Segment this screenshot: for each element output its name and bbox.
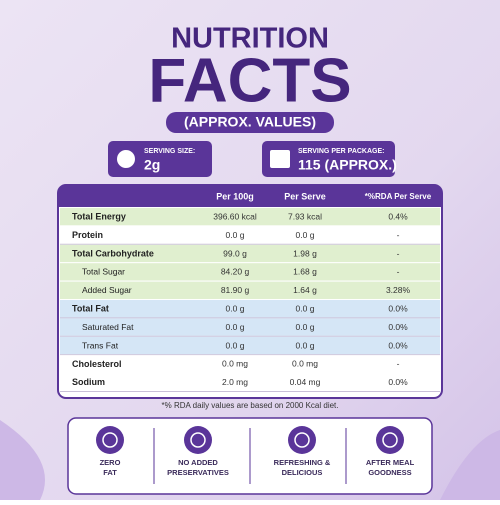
row-label: Protein — [72, 230, 103, 240]
cell: 0.0% — [388, 340, 408, 350]
cell: - — [397, 267, 400, 277]
badge-glyph — [294, 432, 310, 448]
row-label: Sodium — [72, 377, 105, 387]
table: Per 100g Per Serve *%RDA Per Serve Total En… — [60, 191, 440, 392]
table-header — [58, 185, 442, 207]
decor — [0, 420, 45, 500]
column-header: Per Serve — [284, 191, 326, 201]
badge-text: DELICIOUS — [282, 468, 323, 477]
cell: 1.64 g — [293, 285, 317, 295]
cell: 2.0 mg — [222, 377, 248, 387]
serving-value: 2g — [144, 157, 160, 173]
row-bg — [60, 318, 440, 336]
row-sublabel: Total Sugar — [82, 267, 125, 277]
cell: 0.0 g — [296, 303, 315, 313]
cell: 0.0% — [388, 377, 408, 387]
cell: 0.0 mg — [292, 359, 318, 369]
column-header: *%RDA Per Serve — [365, 192, 432, 201]
row-bg — [60, 226, 440, 244]
cell: 84.20 g — [221, 267, 250, 277]
badge-icon — [376, 426, 404, 454]
cell: 0.0 g — [226, 303, 245, 313]
cell: 0.0 g — [226, 322, 245, 332]
cell: 1.98 g — [293, 248, 317, 258]
footnote: *% RDA daily values are based on 2000 Kc… — [162, 401, 339, 410]
badge-text: NO ADDED — [178, 458, 218, 467]
row-bg — [60, 336, 440, 355]
serving-box — [108, 141, 212, 177]
title: NUTRITION — [171, 23, 329, 55]
row-label: Total Carbohydrate — [72, 248, 154, 258]
cell: 0.0% — [388, 322, 408, 332]
decor — [440, 430, 500, 500]
row-label: Total Energy — [72, 212, 126, 222]
row-bg — [60, 300, 440, 318]
cell: 7.93 kcal — [288, 211, 322, 221]
row-sublabel: Saturated Fat — [82, 322, 134, 332]
serving-box — [262, 141, 395, 177]
cell: 0.0% — [388, 303, 408, 313]
badge-icon — [184, 426, 212, 454]
cell: 3.28% — [386, 285, 411, 295]
cell: 0.0 g — [296, 322, 315, 332]
cell: - — [397, 230, 400, 240]
badge-text: AFTER MEAL — [366, 458, 415, 467]
headline: FACTS — [148, 46, 351, 115]
serving-label: SERVING PER PACKAGE: — [298, 148, 384, 155]
row-bg — [60, 355, 440, 373]
serving-value: 115 (APPROX.) — [298, 157, 397, 173]
badge-text: GOODNESS — [368, 468, 411, 477]
row-label: Total Fat — [72, 304, 109, 314]
icon — [270, 150, 290, 168]
subtitle: (APPROX. VALUES) — [184, 114, 316, 130]
cell: 99.0 g — [223, 248, 247, 258]
subtitle-pill — [166, 112, 334, 133]
row-label: Cholesterol — [72, 359, 122, 369]
cell: 81.90 g — [221, 285, 250, 295]
badge-text: REFRESHING & — [274, 458, 331, 467]
icon — [117, 150, 135, 168]
cell: - — [397, 248, 400, 258]
row-bg — [60, 263, 440, 281]
row-bg — [60, 208, 440, 226]
row-bg — [60, 373, 440, 391]
badge-text: PRESERVATIVES — [167, 468, 229, 477]
badge-glyph — [382, 432, 398, 448]
cell: 0.0 g — [296, 230, 315, 240]
badge-glyph — [102, 432, 118, 448]
badge-text: ZERO — [100, 458, 121, 467]
serving-label: SERVING SIZE: — [144, 148, 195, 155]
badge-icon — [288, 426, 316, 454]
cell: - — [397, 359, 400, 369]
cell: 0.0 g — [226, 230, 245, 240]
cell: 0.0 g — [226, 340, 245, 350]
cell: 1.68 g — [293, 267, 317, 277]
cell: 0.0 mg — [222, 359, 248, 369]
cell: 396.60 kcal — [213, 211, 257, 221]
row-sublabel: Added Sugar — [82, 285, 132, 295]
row-bg — [60, 244, 440, 263]
row-bg — [60, 281, 440, 299]
badge-text: FAT — [103, 468, 117, 477]
column-header: Per 100g — [216, 191, 254, 201]
cell: 0.04 mg — [290, 377, 321, 387]
row-sublabel: Trans Fat — [82, 340, 119, 350]
badge-glyph — [190, 432, 206, 448]
badge-icon — [96, 426, 124, 454]
cell: 0.0 g — [296, 340, 315, 350]
cell: 0.4% — [388, 211, 408, 221]
